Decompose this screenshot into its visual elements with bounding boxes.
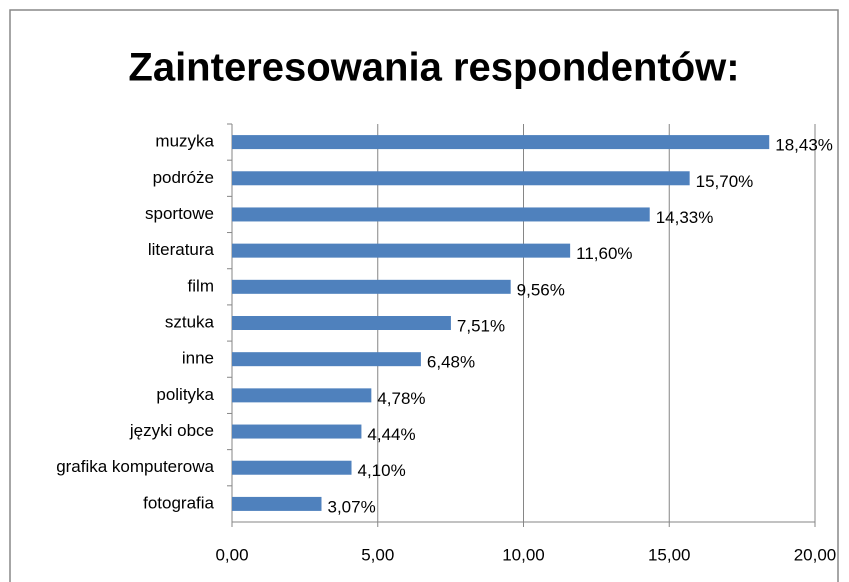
bar (232, 496, 322, 511)
y-tick-label: literatura (148, 240, 215, 259)
data-label: 18,43% (775, 136, 833, 155)
bar (232, 279, 511, 294)
x-tick-label: 5,00 (361, 545, 394, 564)
x-tick-label: 0,00 (215, 545, 248, 564)
data-label: 4,10% (358, 461, 406, 480)
data-label: 7,51% (457, 316, 505, 335)
data-label: 6,48% (427, 353, 475, 372)
bar (232, 207, 650, 222)
y-tick-label: podróże (153, 168, 214, 187)
bar (232, 388, 372, 403)
data-label: 4,44% (367, 425, 415, 444)
chart-frame (9, 9, 839, 582)
x-tick-label: 15,00 (648, 545, 691, 564)
data-label: 14,33% (656, 208, 714, 227)
data-label: 9,56% (517, 280, 565, 299)
chart-title: Zainteresowania respondentów: (128, 46, 739, 90)
bar (232, 316, 451, 330)
bar (232, 352, 421, 367)
bar (232, 424, 362, 439)
bar (232, 171, 690, 186)
x-tick-label: 20,00 (794, 545, 837, 564)
data-label: 3,07% (327, 497, 375, 516)
y-tick-label: grafika komputerowa (56, 457, 214, 476)
y-tick-label: film (188, 276, 214, 295)
y-tick-label: fotografia (143, 493, 214, 512)
bar (232, 135, 770, 150)
y-tick-label: sztuka (165, 312, 215, 331)
y-tick-label: sportowe (145, 204, 214, 223)
bar (232, 243, 571, 258)
y-tick-label: polityka (156, 385, 214, 404)
y-tick-label: inne (182, 349, 214, 368)
y-tick-label: muzyka (155, 132, 214, 151)
y-tick-label: języki obce (129, 421, 214, 440)
bar (232, 460, 352, 475)
data-label: 4,78% (377, 389, 425, 408)
data-label: 15,70% (696, 172, 754, 191)
data-label: 11,60% (576, 244, 632, 263)
x-tick-label: 10,00 (502, 545, 545, 564)
